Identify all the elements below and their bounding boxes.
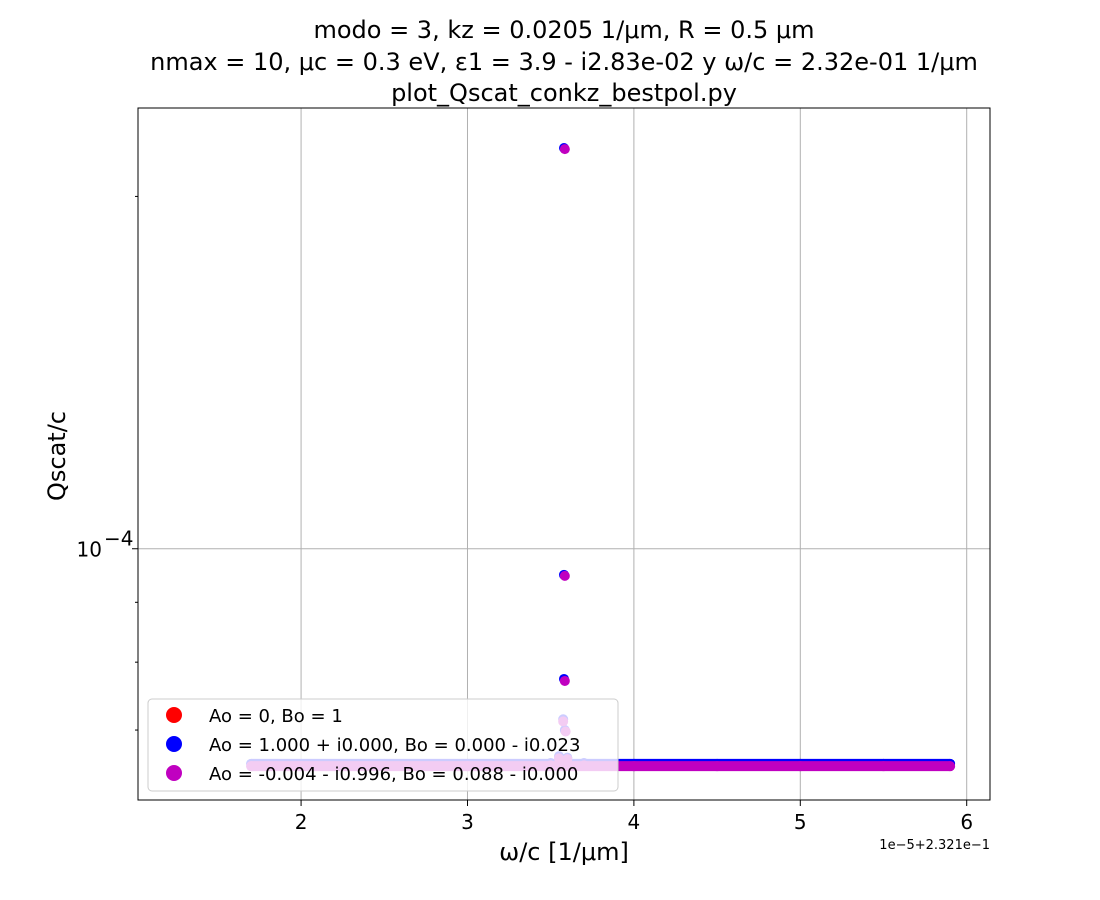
x-tick-label: 2 — [295, 810, 308, 834]
legend-box — [147, 698, 619, 792]
data-point — [559, 675, 570, 686]
legend-label: Ao = 0, Bo = 1 — [209, 706, 343, 727]
data-point — [559, 144, 570, 155]
grid-lines — [138, 108, 990, 800]
chart-title-line-1: modo = 3, kz = 0.0205 1/μm, R = 0.5 μm — [313, 16, 814, 44]
x-tick-label: 5 — [794, 810, 807, 834]
x-offset-label: 1e−5+2.321e−1 — [879, 838, 990, 853]
y-axis-label: Qscat/c — [43, 411, 71, 501]
data-point — [559, 570, 570, 581]
legend-marker — [166, 765, 182, 781]
x-axis-label: ω/c [1/μm] — [499, 838, 629, 866]
y-major-tick-label: 10 — [77, 538, 102, 562]
y-major-tick-exponent: −4 — [104, 527, 133, 551]
chart-title-line-2: nmax = 10, μc = 0.3 eV, ε1 = 3.9 - i2.83… — [150, 48, 978, 76]
legend: Ao = 0, Bo = 1 Ao = 1.000 + i0.000, Bo = … — [147, 698, 619, 792]
legend-marker — [166, 736, 182, 752]
y-axis-ticks: 10 −4 — [77, 195, 138, 731]
legend-label: Ao = 1.000 + i0.000, Bo = 0.000 - i0.023 — [209, 735, 580, 756]
x-tick-label: 4 — [628, 810, 641, 834]
legend-marker — [166, 707, 182, 723]
x-tick-label: 6 — [960, 810, 973, 834]
chart-title-line-3: plot_Qscat_conkz_bestpol.py — [391, 79, 737, 107]
plot-frame — [137, 107, 991, 801]
legend-label: Ao = -0.004 - i0.996, Bo = 0.088 - i0.00… — [209, 764, 578, 785]
x-tick-label: 3 — [461, 810, 474, 834]
x-axis-ticks: 2 3 4 5 6 — [295, 800, 973, 834]
